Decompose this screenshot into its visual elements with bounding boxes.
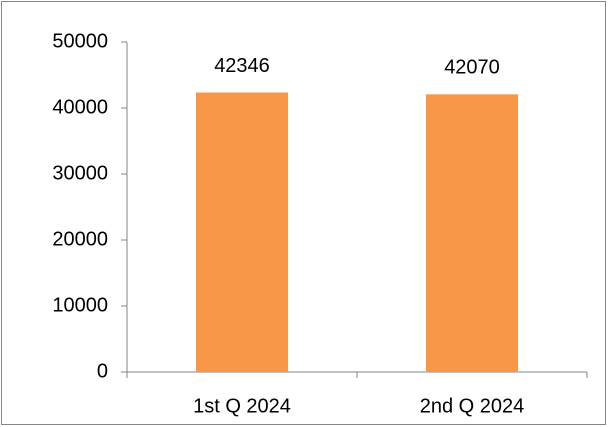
y-tick-label: 50000 <box>52 30 108 52</box>
bar <box>426 94 518 372</box>
data-label: 42346 <box>214 55 270 77</box>
x-tick-label: 1st Q 2024 <box>193 395 291 417</box>
y-tick-label: 0 <box>97 360 108 382</box>
y-tick-label: 30000 <box>52 162 108 184</box>
y-tick-label: 10000 <box>52 294 108 316</box>
data-label: 42070 <box>444 57 500 79</box>
y-tick-label: 40000 <box>52 96 108 118</box>
y-tick-label: 20000 <box>52 228 108 250</box>
x-tick-label: 2nd Q 2024 <box>420 395 525 417</box>
bar <box>196 92 288 372</box>
